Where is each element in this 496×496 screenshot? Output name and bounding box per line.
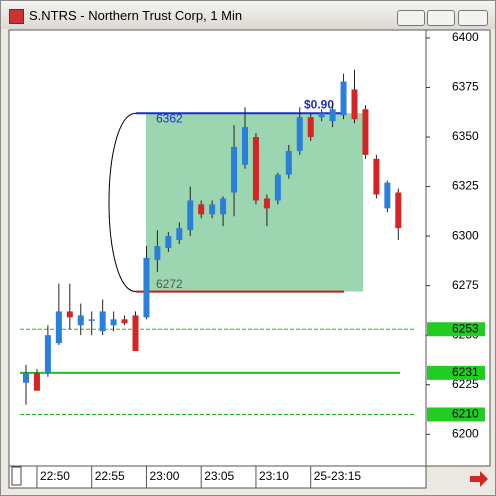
minimize-button[interactable]	[397, 10, 425, 26]
candle-body	[99, 311, 106, 332]
candle-body	[143, 257, 150, 318]
y-tick-label: 6225	[452, 377, 479, 391]
candle-body	[384, 182, 391, 209]
x-tick-label: 23:05	[204, 469, 234, 483]
candle-body	[176, 228, 183, 241]
candle-body	[110, 319, 117, 326]
level-tag	[427, 365, 485, 380]
candle-body	[165, 236, 172, 248]
x-tick-label: 22:50	[40, 469, 70, 483]
close-button[interactable]	[458, 10, 488, 26]
y-tick-label: 6375	[452, 80, 479, 94]
y-tick-label: 6300	[452, 228, 479, 242]
range-high-label: 6362	[156, 111, 183, 125]
x-tick-label: 23:10	[259, 469, 289, 483]
candle-body	[307, 117, 314, 138]
level-tag	[427, 322, 485, 337]
candle-body	[395, 192, 402, 229]
y-tick-label: 6400	[452, 30, 479, 44]
candle-body	[209, 204, 216, 215]
candle-body	[362, 109, 369, 155]
y-tick-label: 6275	[452, 278, 479, 292]
y-tick-label: 6350	[452, 129, 479, 143]
candle-body	[132, 315, 139, 352]
candle-body	[318, 113, 325, 118]
candle-body	[285, 150, 292, 175]
candle-body	[329, 109, 336, 122]
scroll-box[interactable]	[11, 466, 22, 486]
time-axis-panel	[8, 465, 427, 489]
window-title: S.NTRS - Northern Trust Corp, 1 Min	[29, 8, 243, 23]
level-label: 6231	[452, 365, 479, 379]
candle-body	[154, 246, 161, 260]
scroll-arrow[interactable]	[470, 471, 488, 487]
level-label: 6253	[452, 321, 479, 335]
candle-body	[373, 158, 380, 195]
x-tick-label: 22:55	[95, 469, 125, 483]
candle-body	[252, 137, 259, 201]
candle-body	[220, 198, 227, 215]
candle-body	[340, 81, 347, 116]
candle-body	[351, 89, 358, 120]
candle-body	[198, 204, 205, 215]
range-low-label: 6272	[156, 277, 183, 291]
y-tick-label: 6200	[452, 426, 479, 440]
candle-body	[55, 311, 62, 344]
x-tick-label: 23:00	[149, 469, 179, 483]
candle-body	[274, 174, 281, 201]
level-label: 6210	[452, 407, 479, 421]
candle-body	[66, 311, 73, 318]
candle-body	[231, 146, 238, 193]
candle-body	[88, 319, 95, 321]
candle-body	[296, 117, 303, 151]
title-bar: S.NTRS - Northern Trust Corp, 1 Min	[1, 1, 495, 29]
candle-body	[121, 319, 128, 324]
maximize-button[interactable]	[427, 10, 455, 26]
candle-body	[187, 200, 194, 231]
level-tag	[427, 407, 485, 422]
app-icon	[9, 9, 24, 24]
candle-body	[23, 372, 29, 383]
candle-body	[77, 315, 84, 326]
price-axis-panel	[425, 29, 491, 467]
y-tick-label: 6325	[452, 179, 479, 193]
candle-body	[263, 198, 270, 209]
candle-body	[44, 335, 51, 373]
candle-body	[242, 127, 248, 165]
x-tick-label: 25-23:15	[314, 469, 362, 483]
candle-body	[33, 372, 40, 391]
range-delta-label: $0.90	[304, 97, 334, 111]
range-bracket	[108, 112, 137, 293]
